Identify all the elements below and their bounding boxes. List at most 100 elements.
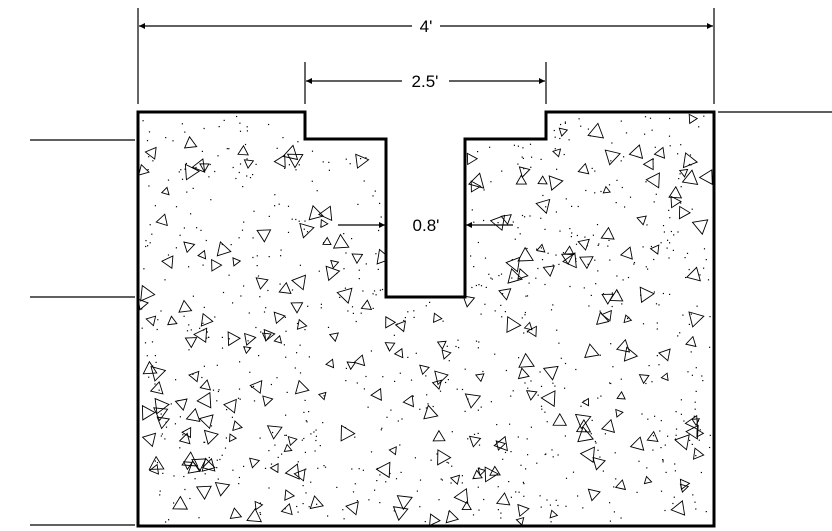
stipple-dot (669, 217, 671, 219)
stipple-dot (451, 431, 453, 433)
triangle-icon (388, 446, 397, 456)
stipple-dot (342, 509, 344, 511)
stipple-dot (572, 471, 575, 473)
triangle-icon (477, 467, 486, 477)
stipple-dot (611, 305, 613, 308)
triangle-icon (183, 135, 198, 149)
stipple-dot (674, 438, 677, 440)
triangle-icon (535, 243, 546, 253)
stipple-dot (554, 148, 556, 150)
triangle-icon (154, 397, 170, 415)
stipple-dot (208, 336, 210, 338)
stipple-dot (303, 411, 305, 413)
stipple-dot (660, 490, 663, 492)
stipple-dot (221, 336, 223, 338)
stipple-dot (683, 420, 685, 422)
stipple-dot (526, 247, 528, 250)
concrete-section-outline (136, 110, 716, 528)
stipple-dot (216, 400, 218, 402)
stipple-dot (700, 471, 702, 474)
stipple-dot (564, 121, 566, 123)
stipple-dot (343, 233, 345, 235)
triangle-icon (525, 390, 538, 401)
triangle-icon (577, 238, 590, 251)
stipple-dot (478, 467, 480, 469)
stipple-dot (675, 434, 677, 436)
triangle-icon (506, 315, 522, 334)
stipple-dot (709, 446, 711, 449)
stipple-dot (147, 169, 149, 171)
stipple-dot (208, 176, 210, 178)
stipple-dot (517, 436, 519, 438)
stipple-dot (226, 148, 228, 150)
stipple-dot (427, 403, 429, 405)
triangle-icon (515, 516, 525, 526)
stipple-dot (623, 156, 625, 158)
stipple-dot (217, 478, 219, 480)
triangle-icon (560, 253, 575, 266)
triangle-icon (515, 174, 528, 185)
triangle-icon (191, 458, 207, 473)
triangle-icon (200, 312, 214, 327)
stipple-dot (483, 498, 485, 501)
stipple-dot (248, 312, 250, 314)
stipple-dot (471, 209, 473, 211)
stipple-dot (257, 275, 260, 277)
stipple-dot (274, 194, 276, 196)
stipple-dot (491, 278, 493, 280)
stipple-dot (645, 181, 647, 183)
triangle-icon (692, 447, 705, 460)
triangle-icon (696, 428, 705, 438)
stipple-dot (161, 433, 163, 435)
stipple-dot (429, 301, 431, 303)
triangle-icon (495, 440, 507, 451)
stipple-dot (577, 495, 579, 497)
stipple-dot (447, 379, 449, 381)
stipple-dot (674, 463, 676, 465)
stipple-dot (154, 383, 156, 385)
stipple-dot (578, 118, 580, 120)
triangle-icon (330, 259, 340, 269)
stipple-dot (544, 453, 546, 456)
stipple-dot (475, 284, 477, 287)
stipple-dot (379, 474, 381, 476)
stipple-dot (288, 164, 290, 166)
stipple-dot (276, 377, 278, 379)
stipple-dot (529, 143, 532, 145)
stipple-dot (393, 334, 395, 336)
triangle-icon (518, 352, 535, 368)
stipple-dot (508, 481, 510, 483)
stipple-dot (545, 453, 547, 455)
stipple-dot (208, 456, 210, 459)
triangle-icon (685, 424, 699, 440)
stipple-dot (480, 285, 483, 287)
stipple-dot (307, 305, 309, 307)
stipple-dot (354, 483, 356, 485)
stipple-dot (356, 382, 358, 384)
stipple-dot (156, 462, 159, 464)
stipple-dot (351, 238, 353, 240)
stipple-dot (343, 268, 345, 270)
stipple-dot (441, 479, 443, 481)
stipple-dot (302, 503, 304, 505)
stipple-dot (698, 126, 700, 128)
stipple-dot (370, 451, 373, 453)
stipple-dot (167, 254, 170, 256)
stipple-dot (152, 160, 154, 162)
triangle-icon (144, 146, 157, 160)
stipple-dot (535, 277, 537, 279)
stipple-dot (540, 158, 542, 160)
stipple-dot (308, 411, 310, 413)
stipple-dot (416, 490, 418, 492)
triangle-icon (615, 408, 624, 418)
stipple-dot (580, 405, 582, 407)
triangle-icon (470, 180, 482, 193)
stipple-dot (192, 295, 194, 297)
stipple-dot (668, 209, 670, 211)
stipple-dot (323, 395, 325, 397)
stipple-dot (374, 190, 376, 192)
stipple-dot (255, 326, 257, 329)
stipple-dot (576, 234, 578, 237)
stipple-dot (686, 252, 689, 254)
